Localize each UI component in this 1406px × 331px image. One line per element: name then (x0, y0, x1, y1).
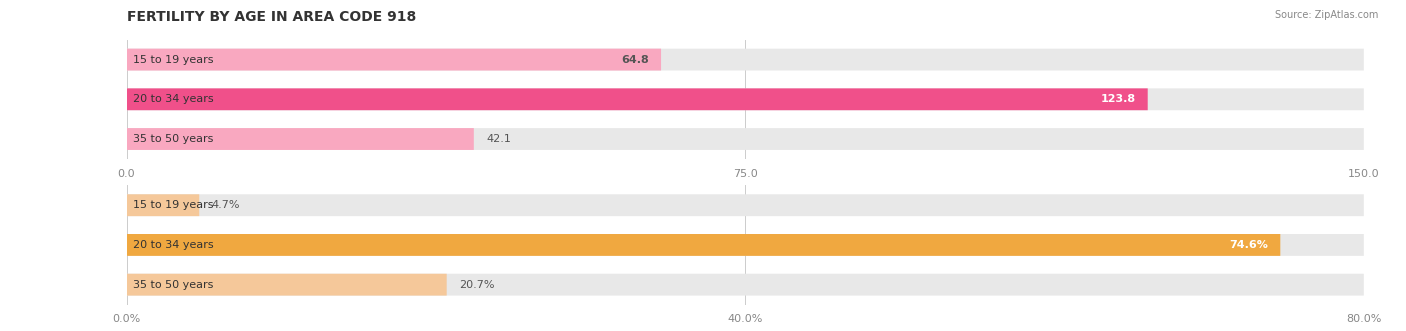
FancyBboxPatch shape (127, 88, 1364, 110)
Text: 20 to 34 years: 20 to 34 years (132, 240, 214, 250)
Text: 20 to 34 years: 20 to 34 years (132, 94, 214, 104)
Text: 42.1: 42.1 (486, 134, 510, 144)
Text: 15 to 19 years: 15 to 19 years (132, 200, 214, 210)
Text: 74.6%: 74.6% (1229, 240, 1268, 250)
FancyBboxPatch shape (127, 274, 447, 296)
Text: 4.7%: 4.7% (212, 200, 240, 210)
Text: 20.7%: 20.7% (458, 280, 495, 290)
FancyBboxPatch shape (127, 234, 1281, 256)
FancyBboxPatch shape (127, 49, 1364, 71)
FancyBboxPatch shape (127, 194, 200, 216)
FancyBboxPatch shape (127, 194, 1364, 216)
Text: 35 to 50 years: 35 to 50 years (132, 280, 214, 290)
Text: FERTILITY BY AGE IN AREA CODE 918: FERTILITY BY AGE IN AREA CODE 918 (127, 10, 416, 24)
Text: 15 to 19 years: 15 to 19 years (132, 55, 214, 65)
FancyBboxPatch shape (127, 88, 1147, 110)
FancyBboxPatch shape (127, 274, 1364, 296)
FancyBboxPatch shape (127, 128, 1364, 150)
FancyBboxPatch shape (127, 49, 661, 71)
FancyBboxPatch shape (127, 234, 1364, 256)
FancyBboxPatch shape (127, 128, 474, 150)
Text: 35 to 50 years: 35 to 50 years (132, 134, 214, 144)
Text: 64.8: 64.8 (621, 55, 648, 65)
Text: 123.8: 123.8 (1101, 94, 1135, 104)
Text: Source: ZipAtlas.com: Source: ZipAtlas.com (1274, 10, 1378, 20)
